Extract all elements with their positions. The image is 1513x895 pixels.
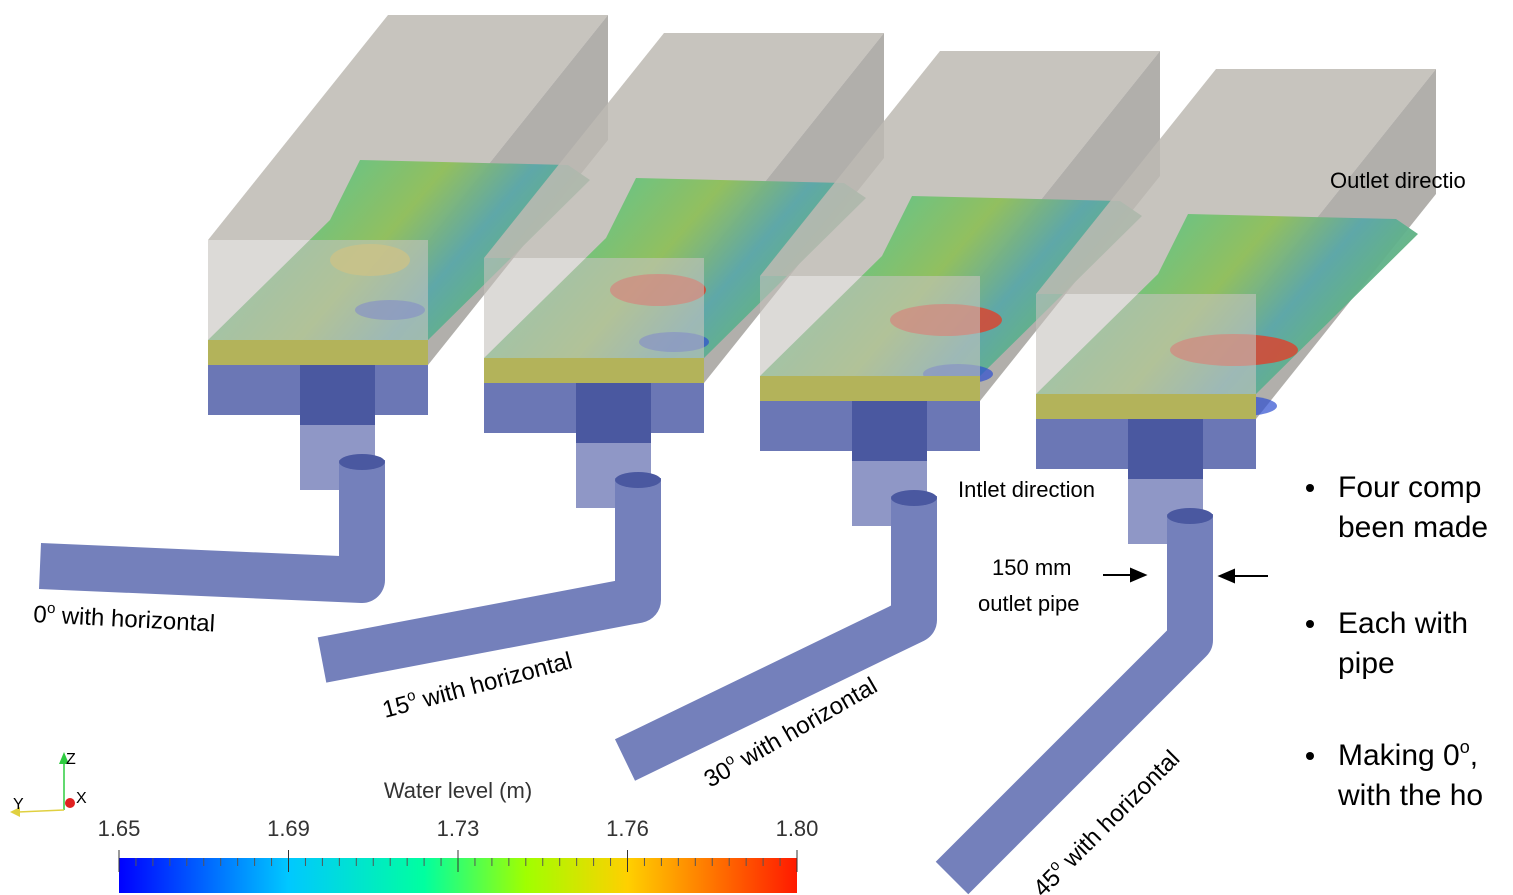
colorbar-tick-label: 1.69 <box>267 816 310 841</box>
sump-top <box>852 401 927 461</box>
bullet-text: been made <box>1338 511 1488 544</box>
bullet-text: with the ho <box>1337 779 1483 812</box>
pipe-collar <box>891 490 937 506</box>
inlet-direction: Intlet direction <box>958 477 1095 502</box>
case-angle: 0 <box>33 601 48 629</box>
triad-y: Y <box>13 796 24 813</box>
bullet-line: with the ho <box>1337 779 1483 812</box>
bullet-sup: o <box>1460 737 1470 757</box>
water-front <box>208 340 428 365</box>
bullet-line: pipe <box>1338 647 1395 680</box>
pipe-size: 150 mm <box>992 555 1071 580</box>
pipe-collar <box>1167 508 1213 524</box>
triad-z: Z <box>66 751 76 768</box>
water-front <box>1036 394 1256 419</box>
bullets: Four comp been made Each with pipe Making 0o… <box>1306 471 1488 812</box>
bullet-text: Four comp <box>1338 471 1481 504</box>
water-front <box>760 376 980 401</box>
colorbar-tick-label: 1.80 <box>776 816 819 841</box>
bullet-dot <box>1306 752 1314 760</box>
box-front <box>760 276 980 376</box>
figure: 0o with horizontal15o with horizontal30o… <box>0 0 1513 895</box>
bullet-line: Each with <box>1338 607 1468 640</box>
bullet-dot <box>1306 484 1314 492</box>
box-front <box>208 240 428 340</box>
pipe-label: outlet pipe <box>978 591 1080 616</box>
triad-x: X <box>76 790 87 807</box>
colorbar-tick-label: 1.65 <box>98 816 141 841</box>
bullet-text: Each with <box>1338 607 1468 640</box>
box-front <box>1036 294 1256 394</box>
bullet-line: Making 0o, <box>1338 737 1478 772</box>
bullet-line: Four comp <box>1338 471 1481 504</box>
axes-triad: Z Y X <box>10 751 87 817</box>
colorbar-title: Water level (m) <box>384 778 532 803</box>
pipe-collar <box>339 454 385 470</box>
case-label: 0o with horizontal <box>33 599 216 637</box>
sump-top <box>300 365 375 425</box>
bullet-dot <box>1306 620 1314 628</box>
colorbar: Water level (m) 1.65 1.69 1.73 1.76 1.80 <box>98 778 819 893</box>
outlet-direction: Outlet directio <box>1330 168 1466 193</box>
bullet-after: , <box>1470 739 1478 772</box>
pipe <box>625 496 914 760</box>
pipe-collar <box>615 472 661 488</box>
box-front <box>484 258 704 358</box>
water-front <box>484 358 704 383</box>
sump-top <box>576 383 651 443</box>
bullet-text: Making 0 <box>1338 739 1460 772</box>
case-text: with horizontal <box>54 602 215 637</box>
bullet-line: been made <box>1338 511 1488 544</box>
sump-top <box>1128 419 1203 479</box>
colorbar-tick-label: 1.76 <box>606 816 649 841</box>
page: 0o with horizontal15o with horizontal30o… <box>0 0 1513 895</box>
bullet-text: pipe <box>1338 647 1395 680</box>
colorbar-tick-label: 1.73 <box>437 816 480 841</box>
